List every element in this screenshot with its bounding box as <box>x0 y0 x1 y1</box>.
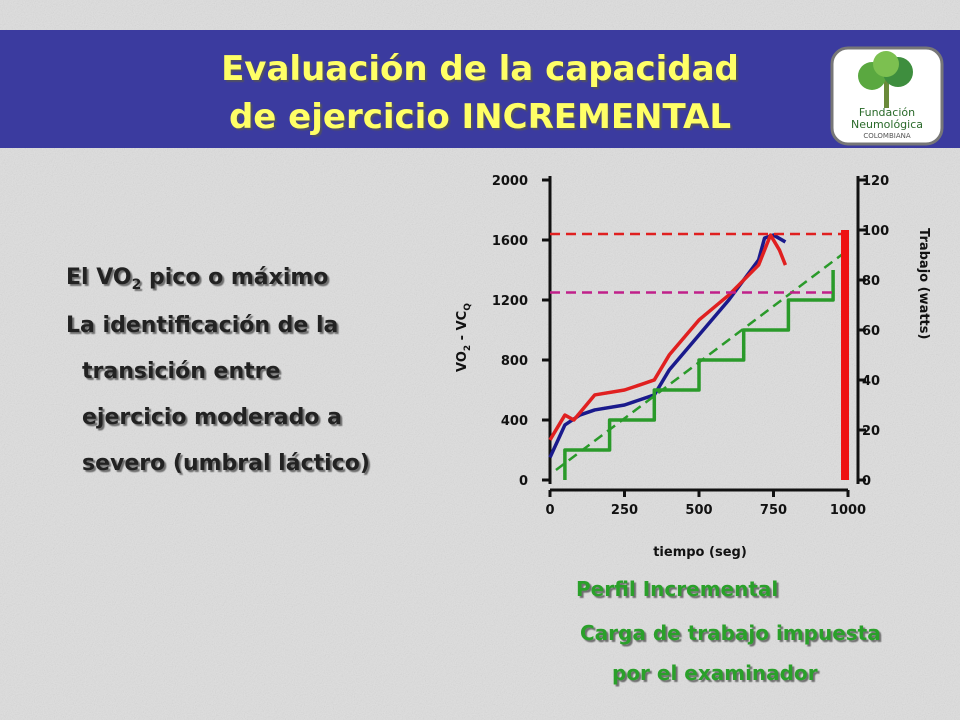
logo-text: Fundación <box>859 106 915 119</box>
bullet: ejercicio moderado a <box>82 405 342 430</box>
caption: Perfil Incremental <box>576 577 778 601</box>
bar <box>841 230 850 480</box>
bullet-part: pico o máximo <box>141 265 328 290</box>
x-tick-label: 250 <box>611 503 638 518</box>
series-line <box>555 249 849 471</box>
y2-tick-label: 80 <box>862 274 880 289</box>
y-tick-label: 800 <box>501 354 528 369</box>
bullet-sub: 2 <box>132 277 142 293</box>
bullet: transición entre <box>82 359 280 384</box>
y-tick-label: 1200 <box>492 294 528 309</box>
y2-tick-label: 20 <box>862 424 880 439</box>
caption: Carga de trabajo impuesta <box>580 621 881 645</box>
y-axis-label: VO2 - VCQ <box>455 303 473 372</box>
y2-tick-label: 60 <box>862 324 880 339</box>
y2-tick-label: 0 <box>862 474 871 489</box>
x-tick-label: 1000 <box>830 503 866 518</box>
series-line <box>548 233 788 441</box>
title-line: de ejercicio INCREMENTAL <box>229 97 731 137</box>
x-tick-label: 750 <box>760 503 787 518</box>
bullet-part: El VO <box>66 265 132 290</box>
logo-text: Neumológica <box>851 118 923 131</box>
y2-tick-label: 120 <box>862 174 889 189</box>
bullet: La identificación de la <box>66 313 338 338</box>
y-axis-label-part: VO <box>455 351 470 372</box>
title-line: Evaluación de la capacidad <box>221 49 739 89</box>
y-tick-label: 1600 <box>492 234 528 249</box>
x-tick-label: 500 <box>685 503 712 518</box>
y-tick-label: 400 <box>501 414 528 429</box>
y2-axis-label: Trabajo (watts) <box>916 228 931 339</box>
logo-trunk <box>884 78 889 108</box>
series-line <box>563 270 835 480</box>
y-axis-label-part: - VC <box>455 311 470 345</box>
x-axis-label: tiempo (seg) <box>653 545 747 560</box>
x-tick-label: 0 <box>545 503 554 518</box>
logo-text: COLOMBIANA <box>863 132 910 140</box>
y-axis-label-part: Q <box>463 303 473 311</box>
y2-tick-label: 40 <box>862 374 880 389</box>
y-tick-label: 0 <box>519 474 528 489</box>
bullet: El VO2 pico o máximo <box>66 265 328 293</box>
banner <box>0 30 960 148</box>
logo-leaves <box>873 51 899 77</box>
bullet: severo (umbral láctico) <box>82 451 370 476</box>
caption: por el examinador <box>612 661 818 685</box>
y-tick-label: 2000 <box>492 174 528 189</box>
logo: Fundación Neumológica COLOMBIANA <box>830 46 944 146</box>
y-axis-label-part: 2 <box>463 345 473 351</box>
y2-tick-label: 100 <box>862 224 889 239</box>
